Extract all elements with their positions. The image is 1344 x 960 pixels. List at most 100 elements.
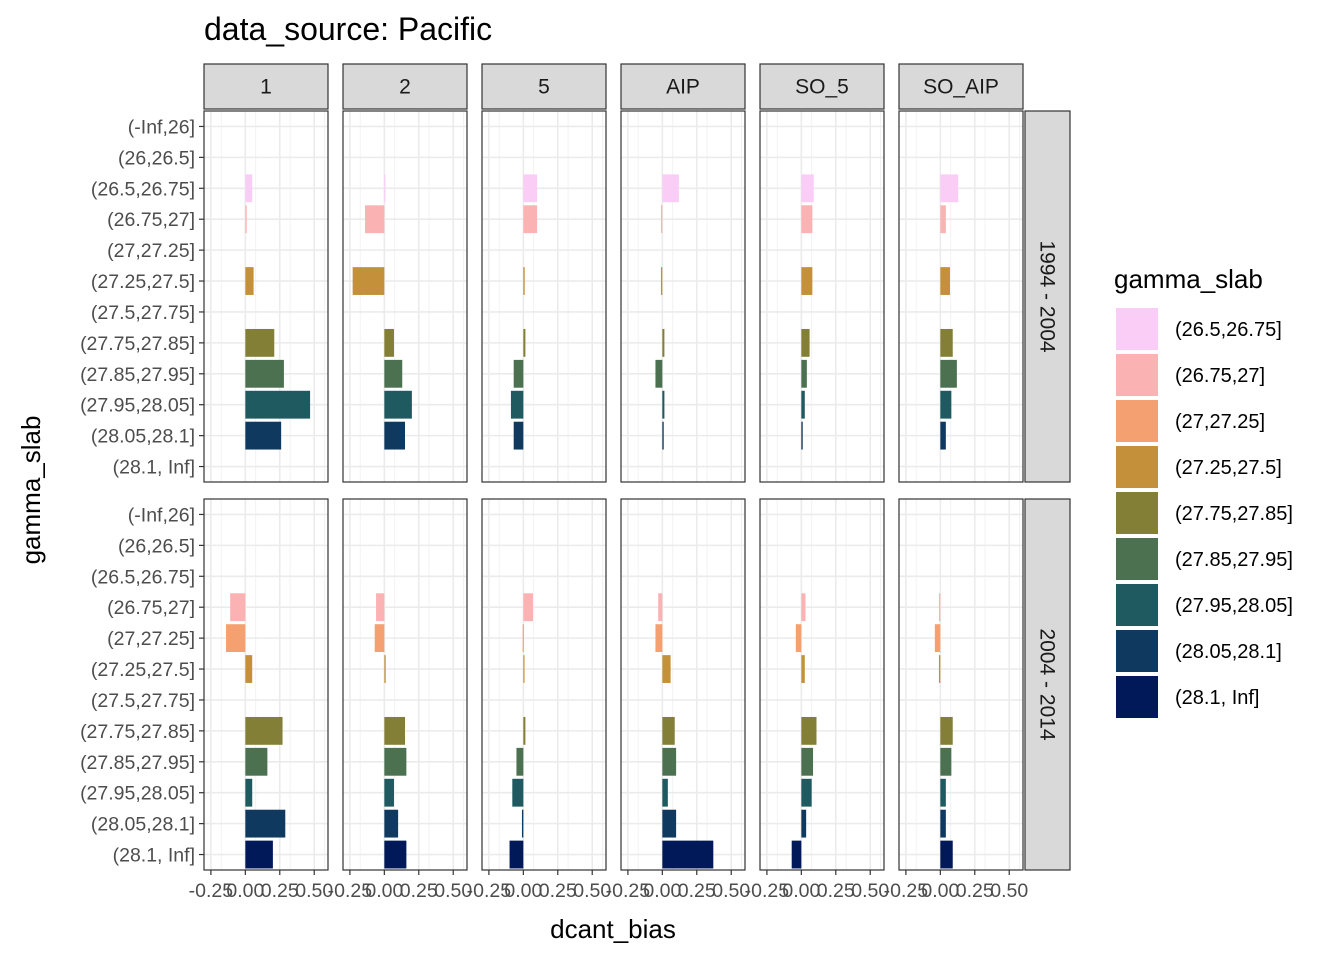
- x-tick-label: -0.25: [745, 880, 790, 902]
- bar: [384, 421, 405, 450]
- panel-background: [760, 499, 884, 870]
- bar: [662, 747, 677, 776]
- column-strip: 1: [203, 63, 329, 110]
- facet-panel: -0.250.000.250.50: [745, 498, 889, 902]
- legend: gamma_slab (26.5,26.75] (26.75,27] (27,27.…: [1114, 264, 1293, 718]
- bar: [801, 328, 810, 357]
- bar: [940, 174, 959, 203]
- bar: [940, 809, 946, 838]
- x-tick-label: -0.25: [467, 880, 512, 902]
- bar: [658, 593, 663, 622]
- x-tick-label: 0.25: [956, 880, 994, 902]
- facet-panel: [898, 110, 1024, 483]
- panel-border: [342, 110, 468, 483]
- x-tick-label: 0.50: [712, 880, 750, 902]
- bar: [374, 624, 385, 653]
- x-tick-label: -0.25: [328, 880, 373, 902]
- legend-swatch: [1116, 446, 1158, 488]
- panel-background: [204, 499, 328, 870]
- bar: [791, 840, 802, 869]
- column-strip-label: AIP: [666, 76, 700, 99]
- column-strip-label: SO_AIP: [923, 76, 999, 99]
- x-tick-label: 0.25: [400, 880, 438, 902]
- column-strip-background: [481, 63, 607, 110]
- legend-label: (28.05,28.1]: [1175, 641, 1282, 663]
- y-tick-label: (27.85,27.95]: [80, 752, 195, 774]
- bar: [365, 205, 385, 234]
- panel-background: [899, 499, 1023, 870]
- panel-border: [342, 498, 468, 871]
- y-tick-label: (27.95,28.05]: [80, 395, 195, 417]
- column-strip: 2: [342, 63, 468, 110]
- panel-border: [620, 498, 746, 871]
- bar: [940, 840, 953, 869]
- bar: [384, 390, 412, 419]
- legend-label: (27.85,27.95]: [1175, 549, 1293, 571]
- y-tick-label: (-Inf,26]: [128, 116, 195, 138]
- bar: [801, 747, 814, 776]
- bar: [384, 716, 405, 745]
- panel-border: [759, 498, 885, 871]
- x-tick-label: 0.00: [643, 880, 681, 902]
- panel-border: [203, 110, 329, 483]
- x-tick-label: 0.00: [921, 880, 959, 902]
- legend-title: gamma_slab: [1114, 264, 1263, 294]
- column-strip-background: [759, 63, 885, 110]
- x-tick-label: -0.25: [884, 880, 929, 902]
- x-tick-label: 0.50: [295, 880, 333, 902]
- bar: [512, 778, 524, 807]
- column-strip: 5: [481, 63, 607, 110]
- bar: [801, 593, 806, 622]
- bar: [801, 421, 803, 450]
- y-tick-label: (27.5,27.75]: [91, 302, 195, 324]
- bar: [510, 390, 524, 419]
- x-axis-title: dcant_bias: [550, 914, 676, 944]
- bar: [523, 655, 525, 683]
- bar: [245, 655, 253, 683]
- bar: [245, 328, 275, 357]
- y-tick-label: (28.1, Inf]: [113, 845, 195, 867]
- bar: [523, 328, 526, 357]
- bar: [509, 840, 524, 869]
- y-tick-label: (27.85,27.95]: [80, 364, 195, 386]
- bar: [245, 174, 253, 203]
- panel-border: [898, 110, 1024, 483]
- column-strip: SO_AIP: [898, 63, 1024, 110]
- facet-panel: -0.250.000.250.50: [189, 498, 333, 902]
- bar: [662, 840, 714, 869]
- bar: [384, 174, 386, 203]
- legend-swatch: [1116, 354, 1158, 396]
- y-tick-label: (27.5,27.75]: [91, 690, 195, 712]
- y-tick-label: (27,27.25]: [107, 628, 195, 650]
- bar: [245, 359, 284, 388]
- bar: [384, 747, 407, 776]
- panel-background: [621, 111, 745, 482]
- panel-border: [481, 498, 607, 871]
- bar: [245, 267, 254, 295]
- x-tick-label: 0.25: [261, 880, 299, 902]
- bar: [384, 778, 394, 807]
- legend-swatch: [1116, 538, 1158, 580]
- legend-item: (27,27.25]: [1116, 400, 1265, 442]
- y-tick-label: (28.1, Inf]: [113, 457, 195, 479]
- legend-label: (27.25,27.5]: [1175, 457, 1282, 479]
- bar: [940, 267, 950, 295]
- legend-swatch: [1116, 630, 1158, 672]
- y-tick-label: (26,26.5]: [118, 147, 195, 169]
- row-strip-label: 2004 - 2014: [1036, 628, 1059, 740]
- bar: [513, 359, 524, 388]
- bar: [940, 390, 952, 419]
- legend-item: (27.25,27.5]: [1116, 446, 1282, 488]
- column-strip: AIP: [620, 63, 746, 110]
- bar: [662, 390, 665, 419]
- legend-item: (28.1, Inf]: [1116, 676, 1260, 718]
- x-tick-label: 0.25: [539, 880, 577, 902]
- panel-background: [343, 111, 467, 482]
- legend-item: (26.5,26.75]: [1116, 308, 1282, 350]
- legend-item: (27.75,27.85]: [1116, 492, 1293, 534]
- facet-panel: -0.250.000.250.50: [606, 498, 750, 902]
- bar: [384, 840, 407, 869]
- column-strip: SO_5: [759, 63, 885, 110]
- bar: [940, 421, 946, 450]
